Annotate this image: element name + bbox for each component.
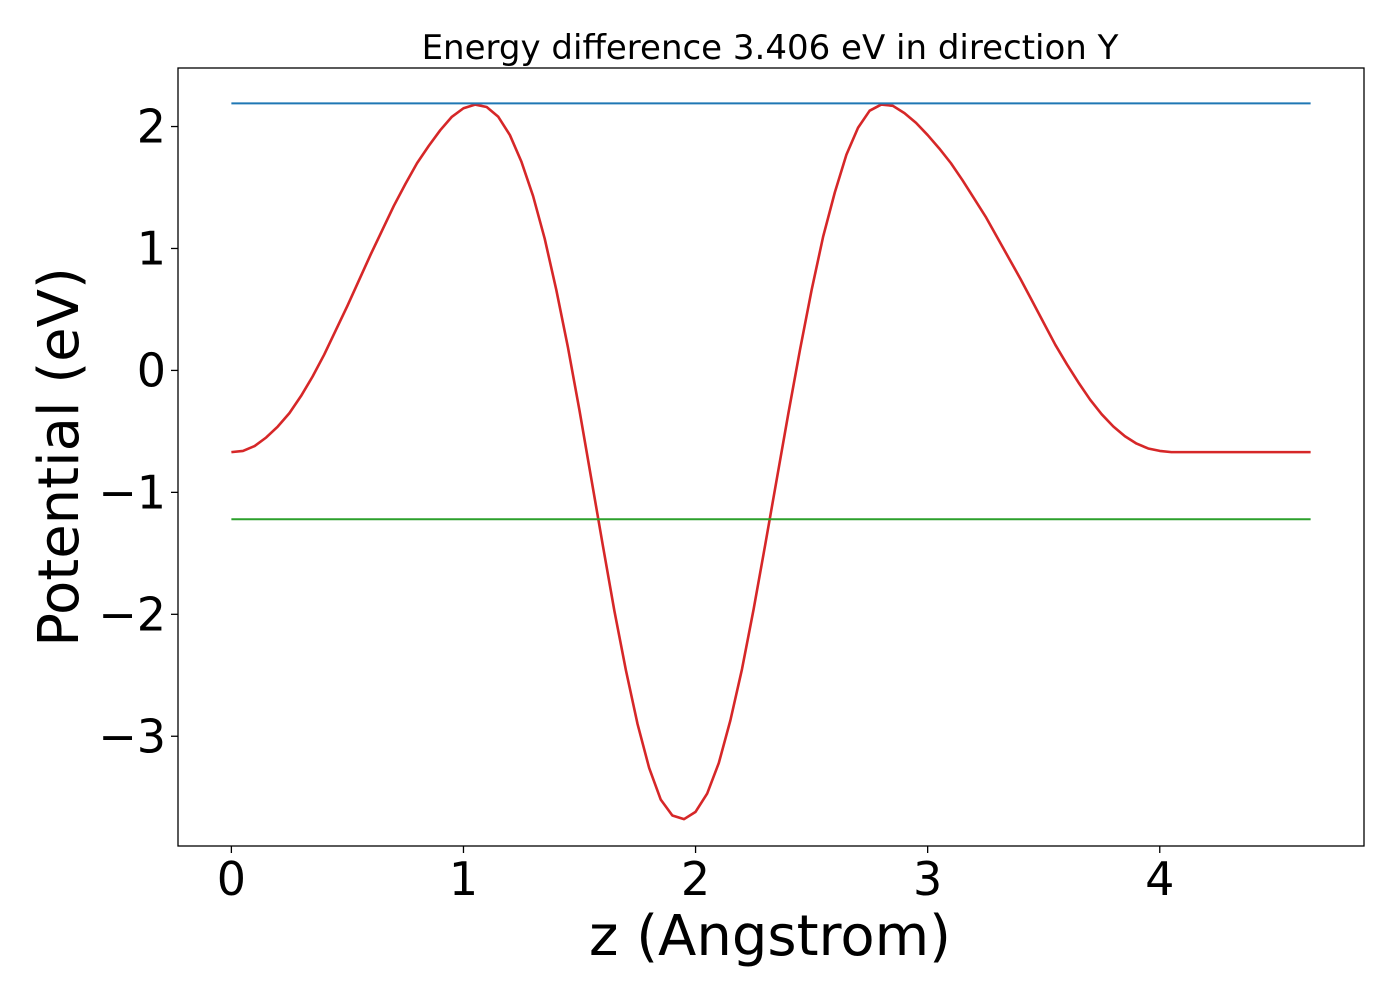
x-axis-label: z (Angstrom) [589, 904, 951, 969]
plot-area [231, 102, 1311, 821]
y-axis-label: Potential (eV) [27, 267, 92, 647]
y-tick-label: −3 [98, 709, 166, 763]
x-tick-label: 0 [217, 852, 246, 906]
x-axis: 0 1 2 3 4 [217, 846, 1174, 906]
chart-title: Energy difference 3.406 eV in direction … [422, 28, 1119, 68]
y-tick-label: −2 [98, 587, 166, 641]
plot-frame [177, 67, 1365, 847]
y-axis: 2 1 0 −1 −2 −3 [98, 100, 178, 763]
y-tick-label: −1 [98, 465, 166, 519]
potential-curve [231, 103, 1311, 821]
x-tick-label: 2 [681, 852, 710, 906]
y-tick-label: 1 [137, 221, 166, 275]
x-tick-label: 3 [913, 852, 942, 906]
x-tick-label: 4 [1145, 852, 1174, 906]
x-tick-label: 1 [449, 852, 478, 906]
y-tick-label: 2 [137, 100, 166, 154]
y-tick-label: 0 [137, 343, 166, 397]
